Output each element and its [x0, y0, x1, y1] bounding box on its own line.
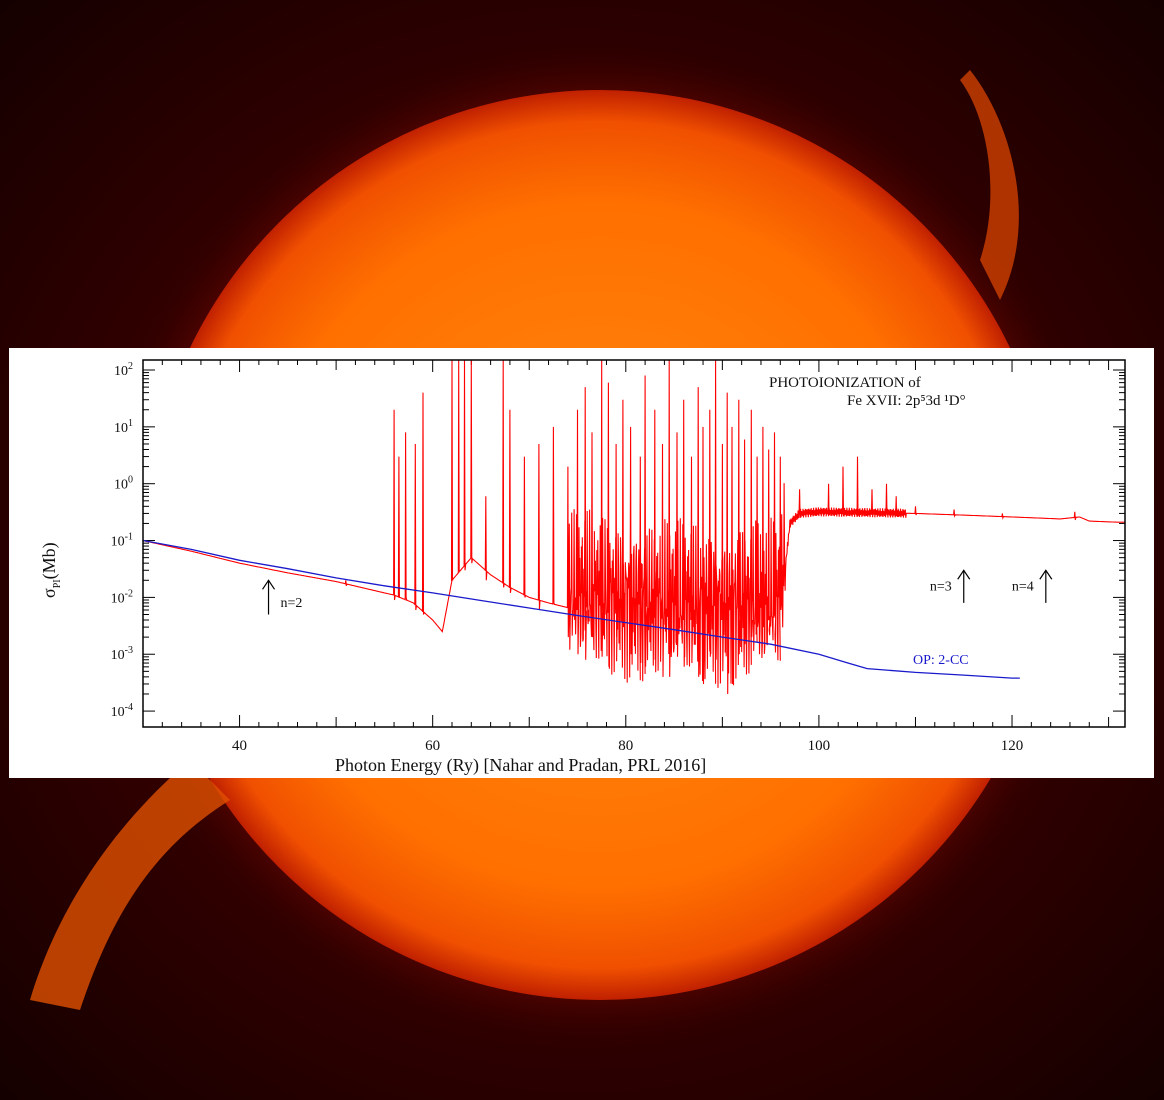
- chart-title: PHOTOIONIZATION of: [769, 375, 921, 391]
- y-label-unit: (Mb): [39, 542, 60, 579]
- x-tick-label: 40: [232, 738, 247, 754]
- x-tick-label: 100: [808, 738, 831, 754]
- arrow-head: [957, 569, 971, 580]
- threshold-label: n=4: [1012, 580, 1034, 595]
- photoionization-chart: 40 60 80 100 120 10-4 10-3 10-2 10-1 100 101 102 PH…: [39, 359, 1126, 776]
- x-tick-label: 80: [618, 738, 633, 754]
- y-tick-label: 10-3: [111, 645, 133, 663]
- y-tick-label: 100: [114, 475, 133, 493]
- chart-panel: 40 60 80 100 120 10-4 10-3 10-2 10-1 100 101 102 PH…: [9, 348, 1154, 778]
- y-tick-label: 101: [114, 418, 133, 436]
- x-axis-label: Photon Energy (Ry) [Nahar and Pradan, PR…: [335, 755, 706, 776]
- x-tick-label: 120: [1001, 738, 1024, 754]
- y-tick-label: 10-2: [111, 588, 133, 606]
- threshold-label: n=2: [281, 596, 303, 611]
- threshold-label: n=3: [930, 580, 952, 595]
- y-tick-label: 10-1: [111, 532, 133, 550]
- arrow-head: [1039, 569, 1053, 580]
- y-axis-label: σPI(Mb): [39, 542, 63, 598]
- plot-frame: [142, 359, 1126, 728]
- arrow-head: [262, 579, 276, 590]
- x-tick-label: 60: [425, 738, 440, 754]
- chart-subtitle: Fe XVII: 2p⁵3d ¹D°: [847, 393, 966, 409]
- y-label-sub: PI: [52, 579, 63, 588]
- y-label-symbol: σ: [39, 588, 59, 598]
- y-tick-label: 102: [114, 361, 133, 379]
- svg-text:σPI(Mb): σPI(Mb): [39, 542, 63, 598]
- y-tick-label: 10-4: [111, 702, 133, 720]
- blue-series-op-2cc-line: [142, 539, 1020, 679]
- red-series-line: [142, 359, 1125, 695]
- legend-op-2cc: OP: 2-CC: [913, 653, 969, 668]
